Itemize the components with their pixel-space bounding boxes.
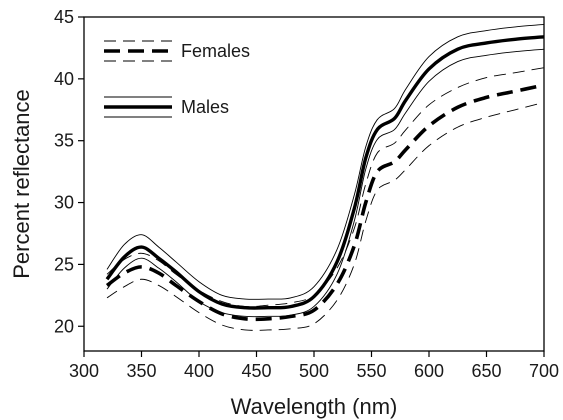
x-tick-label: 500	[299, 361, 329, 381]
y-tick-label: 40	[54, 69, 74, 89]
plot-frame	[83, 16, 545, 352]
x-tick-label: 700	[529, 361, 559, 381]
x-tick-label: 350	[126, 361, 156, 381]
legend-females-label: Females	[181, 41, 250, 61]
y-tick-label: 25	[54, 254, 74, 274]
legend: Females Males	[104, 40, 250, 118]
y-tick-label: 35	[54, 131, 74, 151]
females-mean-line	[105, 83, 545, 322]
ticks-layer: 300 350 400 450 500 550 600 650 700 20 25 30 35 40 45	[54, 7, 559, 381]
y-tick-label: 30	[54, 193, 74, 213]
x-tick-label: 650	[471, 361, 501, 381]
legend-males-label: Males	[181, 97, 229, 117]
series-layer	[105, 23, 545, 331]
x-tick-label: 300	[69, 361, 99, 381]
males-mean-line	[105, 35, 545, 310]
females-lower-bound-line	[106, 101, 545, 331]
y-tick-label: 20	[54, 316, 74, 336]
x-axis-label: Wavelength (nm)	[231, 394, 398, 419]
x-tick-label: 450	[241, 361, 271, 381]
x-tick-label: 550	[356, 361, 386, 381]
x-tick-label: 400	[184, 361, 214, 381]
y-axis-label: Percent reflectance	[9, 89, 34, 279]
females-upper-bound-line	[106, 67, 545, 308]
y-tick-label: 45	[54, 7, 74, 27]
males-upper-bound-line	[106, 23, 545, 300]
males-lower-bound-line	[106, 48, 545, 318]
x-tick-label: 600	[414, 361, 444, 381]
